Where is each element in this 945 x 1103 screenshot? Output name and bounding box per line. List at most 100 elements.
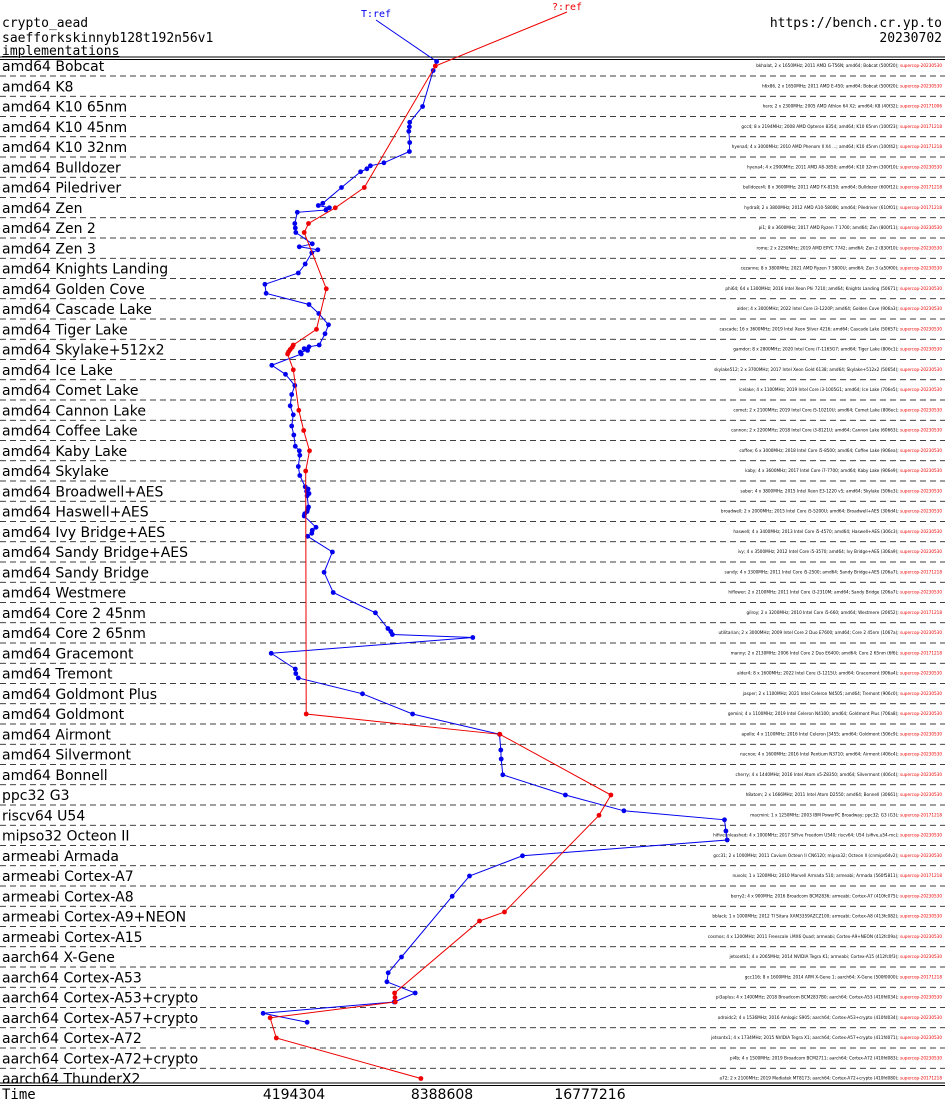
platform-label: armeabi Cortex-A8: [2, 889, 134, 905]
platform-label: aarch64 Cortex-A72+crypto: [2, 1051, 198, 1067]
data-point: [390, 632, 395, 637]
data-point: [392, 990, 397, 996]
x-axis-label: Time: [2, 1087, 36, 1103]
platform-label: amd64 Cannon Lake: [2, 403, 146, 419]
platform-label: amd64 Skylake+512x2: [2, 343, 164, 359]
row-caption-machine: cascade; 16 x 3600MHz; 2019 Intel Xeon S…: [719, 326, 900, 331]
platform-label: amd64 Piledriver: [2, 181, 121, 197]
data-point: [303, 468, 309, 474]
data-point: [498, 756, 504, 762]
data-point: [724, 837, 730, 843]
site-url: https://bench.cr.yp.to: [770, 16, 942, 31]
data-point: [309, 530, 315, 536]
data-point: [296, 448, 302, 454]
data-point: [295, 270, 301, 276]
row-caption-version: supercop-20230530: [900, 671, 942, 676]
data-point: [470, 635, 476, 640]
row-caption-machine: alder4; 8 x 1600MHz; 2022 Intel Core i3-…: [737, 671, 900, 676]
row-caption-version: supercop-20230530: [900, 893, 942, 898]
data-point: [399, 954, 404, 960]
data-point: [420, 104, 425, 109]
row-caption: manny; 2 x 2130MHz; 2006 Intel Core 2 Du…: [731, 650, 943, 655]
data-point: [296, 407, 302, 413]
data-point: [449, 893, 455, 899]
row-caption: utilitarian; 2 x 3000MHz; 2009 Intel Cor…: [719, 630, 943, 635]
platform-label: riscv64 U54: [2, 808, 85, 824]
data-point: [385, 970, 391, 976]
data-point: [292, 443, 298, 449]
data-point: [321, 569, 327, 575]
series-layer: [260, 11, 730, 1081]
platform-label: aarch64 Cortex-A53: [2, 970, 142, 986]
row-caption-machine: odroidc2; 4 x 1536MHz; 2016 Amlogic S905…: [718, 1015, 900, 1020]
row-caption: apollo; 4 x 1100MHz; 2016 Intel Celeron …: [741, 731, 942, 736]
row-caption: gamdor; 8 x 2800MHz; 2020 Intel Core i7-…: [733, 347, 942, 352]
data-point: [520, 853, 525, 859]
row-caption: bkhalat, 2 x 1650MHz; 2011 AMD G-T56N; a…: [756, 63, 942, 68]
row-caption-machine: hyena4; 4 x 2900MHz; 2011 AMD A8-3850; a…: [747, 164, 900, 169]
row-caption: ivy; 4 x 3500MHz; 2012 Intel Core i5-357…: [738, 549, 943, 554]
row-caption-machine: gcc116; 8 x 1600MHz; 2014 APM X-Gene 1; …: [745, 974, 900, 979]
primitive-name: crypto_aead: [2, 16, 88, 31]
row-caption: rome; 2 x 2250MHz; 2019 AMD EPYC 7742; a…: [757, 245, 943, 250]
row-caption-machine: gemini; 4 x 1100MHz; 2019 Intel Celeron …: [728, 711, 900, 716]
row-caption-machine: jetsontx1; 4 x 1734MHz; 2015 NVIDIA Tegr…: [710, 1035, 900, 1040]
row-caption: gilroy; 2 x 3200MHz; 2010 Intel Core i5-…: [747, 610, 943, 615]
data-point: [267, 1015, 273, 1021]
data-point: [285, 351, 290, 357]
row-caption: nucnox; 4 x 1600MHz; 2016 Intel Pentium …: [740, 752, 942, 757]
row-caption: sandy; 4 x 3300MHz; 2011 Intel Core i5-2…: [725, 569, 943, 574]
data-point: [307, 448, 312, 454]
data-point: [309, 241, 315, 247]
row-caption-machine: saber; 4 x 3800MHz; 2015 Intel Xeon E3-1…: [740, 488, 900, 493]
data-point: [316, 342, 322, 348]
algorithm-name: saefforkskinnyb128t192n56v1: [2, 31, 213, 46]
platform-label: amd64 K8: [2, 79, 73, 95]
data-point: [326, 322, 331, 328]
data-point: [723, 828, 729, 834]
row-caption-machine: cherry; 4 x 1440MHz; 2016 Intel Atom x5-…: [735, 772, 900, 777]
row-caption-machine: utilitarian; 2 x 3000MHz; 2009 Intel Cor…: [719, 630, 900, 635]
data-point: [305, 348, 310, 353]
row-caption-machine: phi64; 64 x 1300MHz; 2016 Intel Xeon Phi…: [725, 286, 900, 291]
row-caption-machine: berry2; 4 x 900MHz; 2016 Broadcom BCM283…: [731, 893, 900, 898]
row-caption-version: supercop-20171006: [900, 104, 942, 109]
data-point: [339, 185, 344, 190]
data-point: [296, 244, 302, 250]
row-caption-version: supercop-20230530: [900, 752, 942, 757]
data-point: [295, 675, 301, 681]
data-point: [407, 124, 412, 130]
platform-label: amd64 Haswell+AES: [2, 505, 149, 521]
row-caption-machine: jetsontk1; 4 x 2065MHz; 2014 NVIDIA Tegr…: [728, 954, 900, 959]
platform-label: amd64 Airmont: [2, 727, 111, 743]
row-caption-machine: sandy; 4 x 3300MHz; 2011 Intel Core i5-2…: [725, 569, 900, 574]
data-point: [315, 203, 321, 208]
platform-label: amd64 Goldmont: [2, 707, 125, 723]
row-caption: gemini; 4 x 1100MHz; 2019 Intel Celeron …: [728, 711, 942, 716]
row-caption: haswell; 4 x 3400MHz; 2013 Intel Core i5…: [733, 529, 942, 534]
platform-label: amd64 Bonnell: [2, 768, 108, 784]
platform-label: armeabi Armada: [2, 849, 119, 865]
row-caption-machine: manny; 2 x 2130MHz; 2006 Intel Core 2 Du…: [731, 650, 900, 655]
row-caption-machine: gcc31; 2 x 1000MHz; 2011 Cavium Octeon I…: [713, 853, 900, 858]
row-caption-machine: broadwell; 2 x 2000MHz; 2015 Intel Core …: [721, 509, 900, 514]
data-point: [315, 247, 321, 253]
row-caption-machine: macmini; 1 x 1250MHz; 2003 IBM PowerPC B…: [750, 812, 900, 817]
platform-label: amd64 Comet Lake: [2, 383, 139, 399]
row-caption: broadwell; 2 x 2000MHz; 2015 Intel Core …: [721, 509, 942, 514]
series-legend-label: ?:ref: [552, 2, 582, 13]
data-point: [269, 362, 275, 368]
platform-rows: amd64 Bobcat bkhalat, 2 x 1650MHz; 2011 A…: [0, 59, 945, 1088]
implementations-link[interactable]: implementations: [2, 44, 119, 59]
data-point: [292, 225, 298, 231]
row-caption-machine: coffee; 6 x 3000MHz; 2018 Intel Core i5-…: [739, 448, 900, 453]
data-point: [306, 344, 312, 350]
row-caption-version: supercop-20230530: [900, 853, 942, 858]
data-point: [407, 140, 413, 145]
data-point: [268, 650, 274, 656]
platform-label: aarch64 Cortex-A53+crypto: [2, 991, 198, 1007]
data-point: [297, 452, 303, 458]
row-caption-version: supercop-20230530: [900, 407, 942, 412]
header: crypto_aead saefforkskinnyb128t192n56v1 …: [2, 16, 942, 59]
platform-label: amd64 K10 45nm: [2, 120, 127, 136]
